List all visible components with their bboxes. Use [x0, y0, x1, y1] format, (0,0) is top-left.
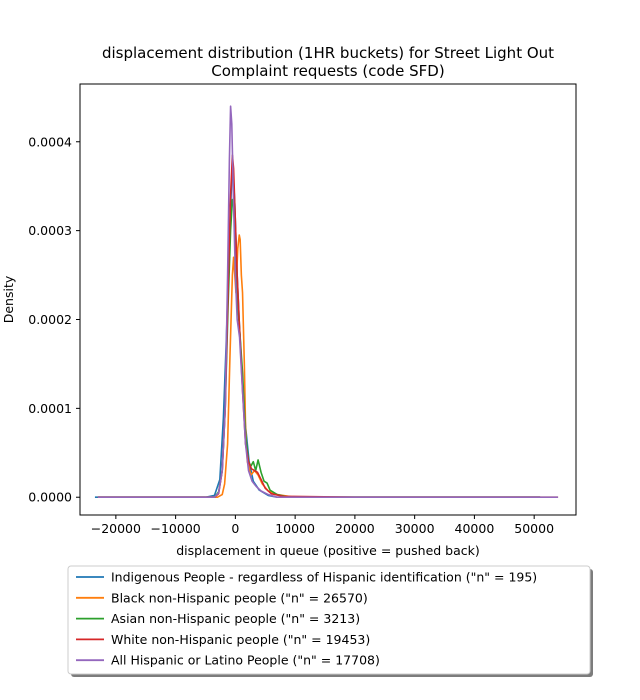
- legend: Indigenous People - regardless of Hispan…: [67, 565, 593, 677]
- x-tick-label: 10000: [275, 521, 315, 536]
- y-tick-label: 0.0001: [28, 401, 72, 416]
- series-line-3: [97, 198, 541, 499]
- legend-label: Indigenous People - regardless of Hispan…: [111, 570, 537, 585]
- x-tick-label: 0: [231, 521, 239, 536]
- y-axis-ticks: 0.0000 0.0001 0.0002 0.0003 0.0004: [28, 134, 80, 505]
- x-tick-label: 30000: [395, 521, 435, 536]
- axes-frame: [79, 83, 577, 516]
- series-line-4: [97, 154, 541, 499]
- legend-label: White non-Hispanic people ("n" = 19453): [111, 632, 370, 647]
- x-tick-label: 50000: [514, 521, 554, 536]
- y-tick-label: 0.0000: [28, 490, 72, 505]
- y-tick-label: 0.0003: [28, 223, 72, 238]
- legend-label: Asian non-Hispanic people ("n" = 3213): [111, 611, 360, 626]
- x-axis-ticks: −20000 −10000 0 10000 20000 30000 40000 50000: [91, 515, 554, 536]
- legend-label: Black non-Hispanic people ("n" = 26570): [111, 590, 368, 605]
- x-tick-label: 40000: [455, 521, 495, 536]
- series-lines: [94, 105, 559, 499]
- chart-title-line: displacement distribution (1HR buckets) …: [102, 44, 554, 62]
- chart-title-line: Complaint requests (code SFD): [211, 62, 444, 80]
- x-tick-label: 20000: [335, 521, 375, 536]
- series-line-2: [97, 234, 559, 499]
- y-tick-label: 0.0004: [28, 134, 72, 149]
- x-tick-label: −20000: [91, 521, 141, 536]
- x-axis-label: displacement in queue (positive = pushed…: [176, 543, 480, 558]
- legend-label: All Hispanic or Latino People ("n" = 177…: [111, 653, 380, 668]
- series-line-5: [97, 105, 559, 499]
- y-axis-label: Density: [1, 275, 16, 323]
- legend-box: [67, 565, 591, 675]
- series-line-1: [94, 167, 541, 499]
- y-tick-label: 0.0002: [28, 312, 72, 327]
- chart-title: displacement distribution (1HR buckets) …: [102, 44, 554, 80]
- x-tick-label: −10000: [150, 521, 200, 536]
